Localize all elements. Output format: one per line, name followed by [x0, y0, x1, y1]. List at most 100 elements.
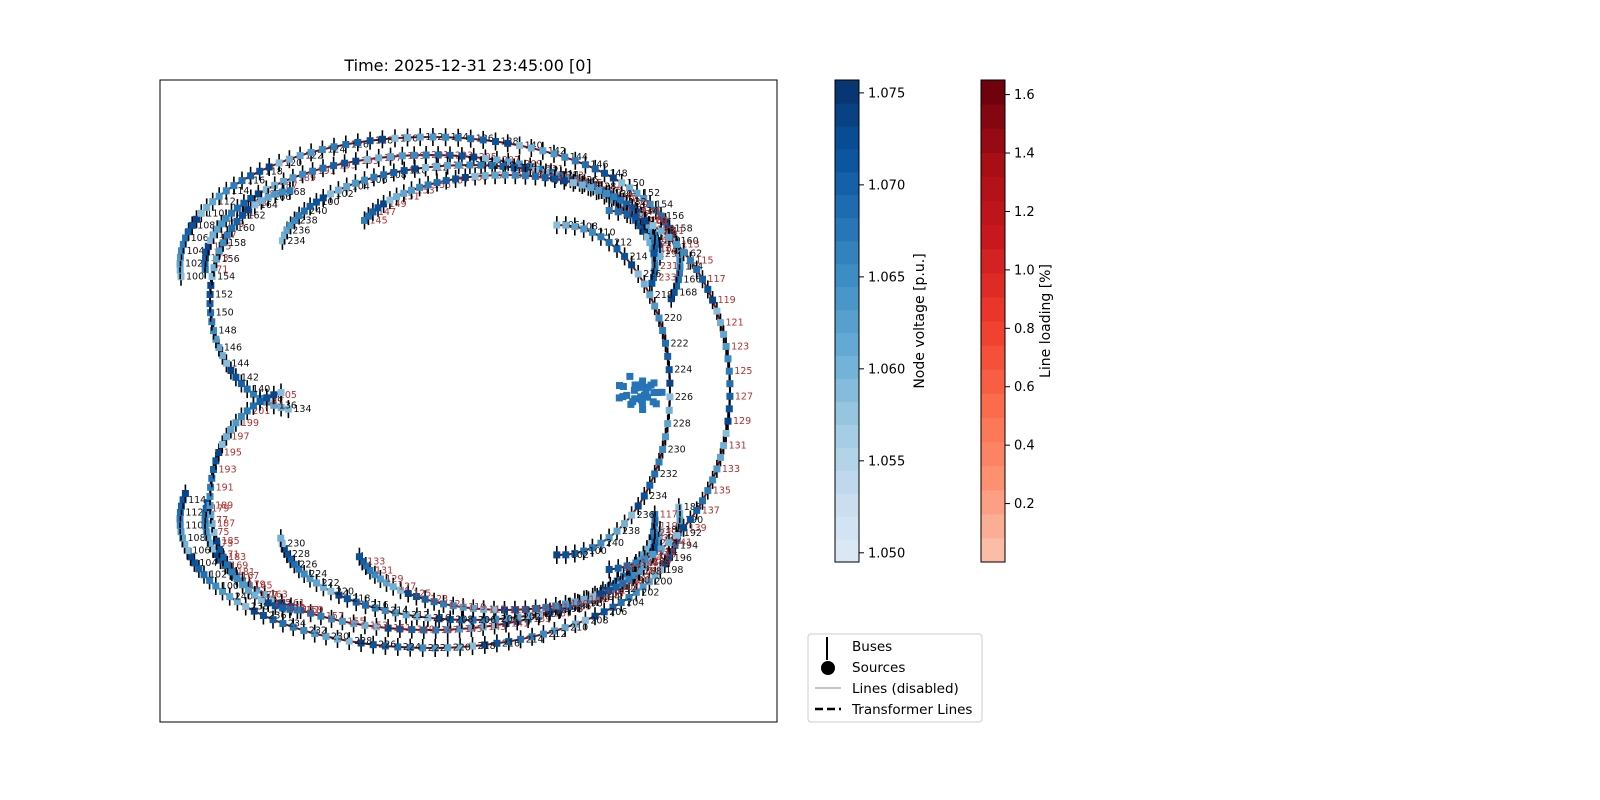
bus-voltage-marker — [704, 487, 712, 495]
bus-voltage-marker — [561, 153, 569, 161]
bus-voltage-marker — [213, 255, 220, 263]
bus-voltage-marker — [233, 575, 241, 583]
bus-voltage-marker — [371, 571, 379, 579]
colorbar-band — [835, 263, 859, 288]
bus-label: 117 — [660, 510, 678, 521]
bus-voltage-marker — [212, 582, 220, 590]
bus-voltage-marker — [704, 285, 712, 293]
bus-voltage-marker — [300, 207, 308, 215]
bus-voltage-marker — [665, 554, 673, 562]
colorbar-tick-label: 1.055 — [868, 454, 905, 469]
bus-voltage-marker — [330, 162, 338, 170]
bus-label: 187 — [660, 244, 678, 255]
bus-voltage-marker — [638, 212, 646, 220]
bus-voltage-marker — [526, 163, 534, 170]
bus-voltage-marker — [206, 539, 214, 547]
bus-label: 240 — [235, 592, 253, 603]
bus-voltage-marker — [278, 540, 286, 548]
bus-label: 233 — [659, 273, 677, 284]
bus-voltage-marker — [279, 604, 287, 612]
bus-voltage-marker — [521, 172, 529, 180]
bus-voltage-marker — [656, 253, 664, 260]
bus-label: 202 — [641, 587, 659, 598]
bus-voltage-marker — [371, 604, 379, 612]
bus-voltage-marker — [207, 511, 215, 519]
bus-voltage-marker — [633, 208, 641, 216]
bus-voltage-marker — [623, 562, 631, 570]
bus-voltage-marker — [481, 172, 489, 180]
bus-voltage-marker — [647, 226, 655, 234]
bus-voltage-marker — [587, 184, 595, 192]
bus-voltage-marker — [227, 426, 235, 433]
bus-voltage-marker — [361, 621, 369, 629]
bus-voltage-marker — [659, 446, 667, 453]
bus-voltage-marker — [616, 382, 623, 389]
bus-voltage-marker — [239, 581, 247, 589]
bus-voltage-marker — [657, 227, 665, 235]
bus-label: 212 — [411, 610, 429, 621]
bus-voltage-marker — [206, 291, 214, 298]
bus-label: 218 — [478, 641, 496, 652]
colorbar-band — [981, 248, 1005, 274]
bus-voltage-marker — [352, 598, 360, 606]
bus-voltage-marker — [277, 534, 285, 542]
bus-label: 157 — [451, 176, 469, 187]
bus-voltage-marker — [413, 612, 421, 620]
bus-voltage-marker — [197, 209, 205, 217]
bus-voltage-marker — [334, 186, 342, 194]
colorbar-line-loading-ticks: 0.2 0.4 0.6 0.8 1.0 1.2 1.4 1.6 — [1005, 88, 1035, 512]
bus-label: 183 — [228, 552, 246, 563]
bus-label: 138 — [658, 225, 676, 236]
bus-voltage-marker — [571, 598, 579, 606]
bus-label: 208 — [580, 222, 598, 233]
bus-voltage-marker — [631, 395, 639, 403]
bus-voltage-marker — [617, 599, 625, 606]
bus-label: 206 — [562, 220, 580, 231]
bus-voltage-marker — [471, 172, 479, 180]
bus-voltage-marker — [625, 575, 633, 583]
bus-label: 109 — [650, 216, 668, 227]
bus-voltage-marker — [668, 548, 676, 556]
bus-label: 108 — [389, 170, 407, 181]
bus-voltage-marker — [539, 630, 547, 638]
bus-voltage-marker — [609, 603, 617, 611]
bus-label: 224 — [403, 642, 421, 653]
colorbar-band — [835, 102, 859, 127]
bus-voltage-marker — [222, 214, 230, 222]
bus-label: 220 — [453, 643, 471, 654]
bus-voltage-marker — [623, 391, 631, 399]
bus-voltage-marker — [416, 183, 424, 191]
bus-voltage-marker — [366, 137, 374, 145]
bus-label: 104 — [199, 558, 217, 569]
bus-label: 113 — [530, 604, 548, 615]
bus-label: 153 — [370, 620, 388, 631]
bus-voltage-marker — [639, 551, 647, 559]
bus-voltage-marker — [216, 247, 223, 255]
bus-voltage-marker — [243, 407, 251, 415]
bus-voltage-marker — [239, 211, 246, 219]
colorbar-band — [981, 465, 1005, 491]
bus-voltage-marker — [461, 174, 469, 181]
bus-label: 141 — [674, 538, 692, 549]
bus-voltage-marker — [228, 224, 236, 232]
bus-label: 191 — [318, 166, 336, 177]
bus-voltage-marker — [245, 206, 252, 214]
bus-voltage-marker — [455, 161, 463, 169]
bus-voltage-marker — [713, 307, 721, 315]
bus-label: 136 — [279, 400, 297, 411]
colorbar-band — [981, 537, 1005, 563]
bus-voltage-marker — [307, 148, 315, 156]
bus-voltage-marker — [181, 490, 189, 497]
bus-label: 117 — [708, 274, 726, 285]
bus-voltage-marker — [357, 639, 365, 647]
bus-voltage-marker — [207, 483, 215, 491]
colorbar-tick-label: 1.6 — [1014, 88, 1035, 103]
bus-voltage-marker — [206, 502, 214, 509]
bus-voltage-marker — [361, 216, 368, 224]
bus-label: 171 — [302, 605, 320, 616]
bus-label: 107 — [632, 209, 650, 220]
bus-voltage-marker — [571, 550, 579, 557]
bus-label: 132 — [629, 197, 647, 208]
bus-voltage-marker — [632, 588, 640, 596]
bus-voltage-marker — [562, 221, 570, 229]
